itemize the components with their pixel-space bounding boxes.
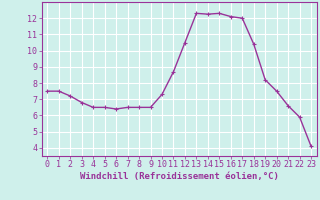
X-axis label: Windchill (Refroidissement éolien,°C): Windchill (Refroidissement éolien,°C) (80, 172, 279, 181)
